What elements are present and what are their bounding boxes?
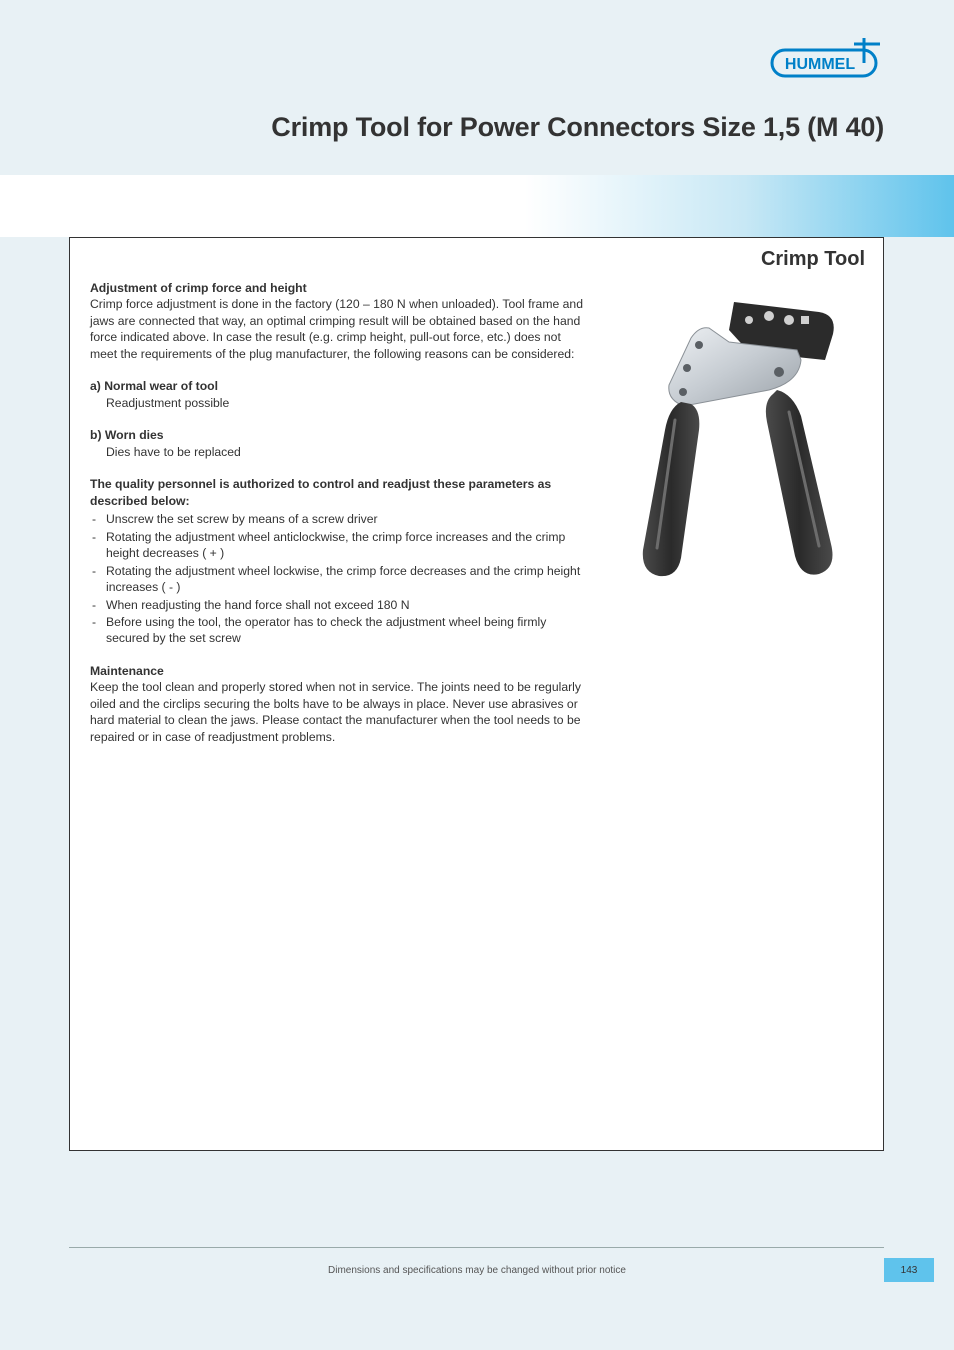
quality-item: Before using the tool, the operator has … — [90, 614, 585, 647]
footer-disclaimer: Dimensions and specifications may be cha… — [0, 1265, 954, 1276]
text-column: Adjustment of crimp force and height Cri… — [90, 280, 585, 761]
maintenance-section: Maintenance Keep the tool clean and prop… — [90, 663, 585, 745]
quality-heading: The quality personnel is authorized to c… — [90, 476, 585, 509]
reason-a-heading: a) Normal wear of tool — [90, 378, 585, 394]
quality-item: Rotating the adjustment wheel lockwise, … — [90, 563, 585, 596]
quality-list: Unscrew the set screw by means of a scre… — [90, 511, 585, 647]
intro-heading: Adjustment of crimp force and height — [90, 280, 585, 296]
page-number: 143 — [901, 1265, 918, 1276]
footer-rule — [69, 1247, 884, 1248]
intro-section: Adjustment of crimp force and height Cri… — [90, 280, 585, 362]
quality-item: Rotating the adjustment wheel anticlockw… — [90, 529, 585, 562]
quality-item: Unscrew the set screw by means of a scre… — [90, 511, 585, 527]
reason-b-heading: b) Worn dies — [90, 427, 585, 443]
brand-logo: HUMMEL — [764, 38, 884, 93]
crimp-tool-icon — [629, 290, 849, 590]
reason-b-body: Dies have to be replaced — [90, 444, 585, 460]
reason-a: a) Normal wear of tool Readjustment poss… — [90, 378, 585, 411]
gradient-band — [0, 175, 954, 237]
brand-text: HUMMEL — [785, 56, 855, 73]
page-number-badge: 143 — [884, 1258, 934, 1282]
quality-item: When readjusting the hand force shall no… — [90, 597, 585, 613]
reason-a-body: Readjustment possible — [90, 395, 585, 411]
maintenance-body: Keep the tool clean and properly stored … — [90, 679, 585, 745]
card-title: Crimp Tool — [761, 248, 865, 271]
intro-body: Crimp force adjustment is done in the fa… — [90, 296, 585, 362]
page-title: Crimp Tool for Power Connectors Size 1,5… — [271, 112, 884, 143]
image-column — [615, 280, 863, 761]
maintenance-heading: Maintenance — [90, 663, 585, 679]
reason-b: b) Worn dies Dies have to be replaced — [90, 427, 585, 460]
quality-section: The quality personnel is authorized to c… — [90, 476, 585, 647]
content-card: Crimp Tool Adjustment of crimp force and… — [69, 237, 884, 1151]
